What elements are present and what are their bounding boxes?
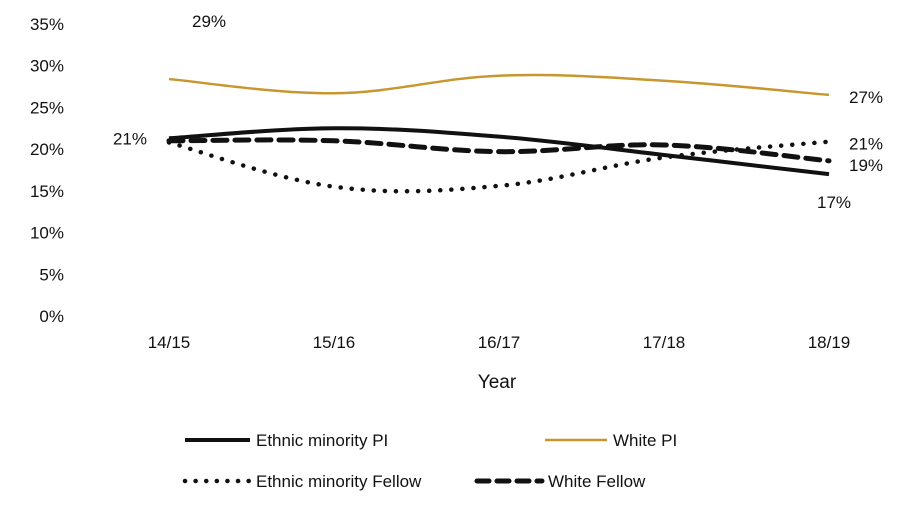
- y-tick-label: 30%: [30, 57, 64, 76]
- legend-label: White Fellow: [548, 472, 646, 491]
- x-axis-label: Year: [478, 372, 517, 393]
- data-labels: 29% 21% 27% 21% 19% 17%: [113, 12, 883, 212]
- data-label: 29%: [192, 12, 226, 31]
- legend-item-white-pi: White PI: [545, 431, 677, 450]
- legend-item-white-fellow: White Fellow: [474, 472, 646, 491]
- y-tick-label: 5%: [39, 265, 64, 284]
- y-tick-label: 15%: [30, 182, 64, 201]
- x-axis: 14/15 15/16 16/17 17/18 18/19: [148, 333, 851, 352]
- data-label: 21%: [113, 129, 147, 148]
- series-line-ethnic-minority-pi: [168, 126, 830, 177]
- data-label: 21%: [849, 135, 883, 154]
- data-label: 27%: [849, 88, 883, 107]
- x-tick-label: 16/17: [478, 333, 521, 352]
- y-tick-label: 25%: [30, 98, 64, 117]
- series-lines: [166, 73, 832, 194]
- legend-label: White PI: [613, 431, 677, 450]
- legend-label: Ethnic minority PI: [256, 431, 388, 450]
- legend-label: Ethnic minority Fellow: [256, 472, 422, 491]
- y-axis: 0% 5% 10% 15% 20% 25% 30% 35%: [30, 15, 64, 326]
- x-tick-label: 14/15: [148, 333, 191, 352]
- series-line-white-pi: [168, 73, 830, 97]
- y-tick-label: 10%: [30, 224, 64, 243]
- legend: Ethnic minority PI White PI Ethnic minorit…: [182, 431, 677, 491]
- x-tick-label: 15/16: [313, 333, 356, 352]
- y-tick-label: 0%: [39, 307, 64, 326]
- x-tick-label: 17/18: [643, 333, 686, 352]
- series-line-white-fellow: [166, 137, 832, 164]
- data-label: 19%: [849, 156, 883, 175]
- data-label: 17%: [817, 193, 851, 212]
- x-tick-label: 18/19: [808, 333, 851, 352]
- legend-item-ethnic-minority-fellow: Ethnic minority Fellow: [182, 472, 422, 491]
- y-tick-label: 20%: [30, 140, 64, 159]
- y-tick-label: 35%: [30, 15, 64, 34]
- legend-item-ethnic-minority-pi: Ethnic minority PI: [185, 431, 388, 450]
